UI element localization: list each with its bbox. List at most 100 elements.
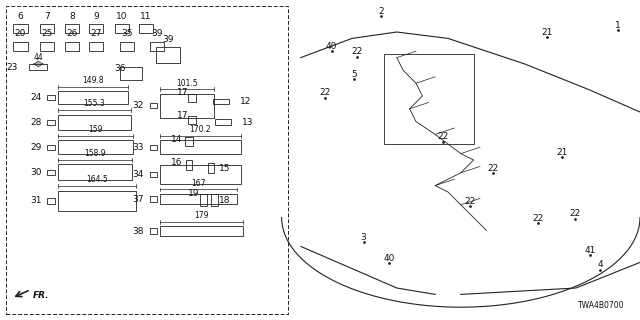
Text: 101.5: 101.5 <box>177 78 198 88</box>
Bar <box>58 140 133 154</box>
Text: 22: 22 <box>319 88 331 97</box>
Bar <box>200 194 207 206</box>
Text: 1: 1 <box>615 21 620 30</box>
Text: 19: 19 <box>188 189 200 198</box>
Text: 21: 21 <box>556 148 568 156</box>
Bar <box>150 145 157 150</box>
Bar <box>47 95 55 100</box>
Text: 5: 5 <box>351 70 356 79</box>
Bar <box>65 42 79 51</box>
Text: 22: 22 <box>437 132 449 141</box>
Text: 159: 159 <box>88 125 102 134</box>
Bar <box>89 42 103 51</box>
Bar <box>160 194 237 204</box>
Bar <box>160 165 241 184</box>
Text: 7: 7 <box>44 12 49 21</box>
Bar <box>89 24 103 33</box>
Text: 8: 8 <box>70 12 75 21</box>
Text: 24: 24 <box>30 93 42 102</box>
Text: 27: 27 <box>90 29 102 38</box>
Text: 10: 10 <box>116 12 127 21</box>
Text: 3: 3 <box>361 233 366 242</box>
Bar <box>47 145 55 150</box>
Text: 155.3: 155.3 <box>84 100 105 108</box>
Bar <box>186 160 192 170</box>
Text: 22: 22 <box>487 164 499 172</box>
Bar <box>120 67 143 80</box>
Text: 149.8: 149.8 <box>82 76 104 85</box>
Text: 34: 34 <box>132 170 144 179</box>
Bar <box>13 42 28 51</box>
Bar <box>65 24 79 33</box>
Text: 41: 41 <box>584 246 596 255</box>
Text: 167: 167 <box>191 179 205 188</box>
Bar <box>156 47 180 63</box>
Text: 170.2: 170.2 <box>189 125 211 134</box>
Bar <box>58 115 131 130</box>
Bar <box>40 42 54 51</box>
Text: 17: 17 <box>177 88 189 97</box>
Bar <box>47 170 55 175</box>
Text: 37: 37 <box>132 195 144 204</box>
Bar <box>47 198 55 204</box>
Text: 40: 40 <box>326 42 337 51</box>
Bar <box>58 91 128 104</box>
Bar <box>115 24 129 33</box>
Text: 15: 15 <box>219 164 230 172</box>
Bar <box>150 172 157 177</box>
Bar <box>211 194 218 206</box>
Text: 35: 35 <box>121 29 132 38</box>
Text: 158.9: 158.9 <box>84 149 106 158</box>
Bar <box>160 140 241 154</box>
Bar <box>40 24 54 33</box>
Text: 39: 39 <box>162 35 173 44</box>
Bar <box>29 64 47 70</box>
Text: 6: 6 <box>18 12 23 21</box>
Bar <box>58 164 132 180</box>
Text: 164.5: 164.5 <box>86 175 108 184</box>
Bar <box>120 42 134 51</box>
Text: 28: 28 <box>30 118 42 127</box>
Text: 38: 38 <box>132 227 144 236</box>
Text: 4: 4 <box>598 260 603 269</box>
Bar <box>214 119 230 125</box>
Bar <box>13 24 28 33</box>
Text: 44: 44 <box>33 53 44 62</box>
Bar <box>212 99 229 104</box>
Bar <box>47 120 55 125</box>
Text: 36: 36 <box>114 64 125 73</box>
Text: 18: 18 <box>219 196 230 204</box>
Text: 25: 25 <box>41 29 52 38</box>
Bar <box>150 196 157 202</box>
Bar <box>384 54 474 144</box>
Bar <box>139 24 153 33</box>
Text: 11: 11 <box>140 12 152 21</box>
Text: 32: 32 <box>132 101 144 110</box>
Bar <box>185 137 193 146</box>
Text: 2: 2 <box>378 7 383 16</box>
Text: 20: 20 <box>15 29 26 38</box>
Text: 23: 23 <box>6 63 18 72</box>
Text: 13: 13 <box>242 118 253 127</box>
Text: 179: 179 <box>195 211 209 220</box>
Text: FR.: FR. <box>33 291 50 300</box>
Text: 39: 39 <box>151 29 163 38</box>
Text: 22: 22 <box>569 209 580 218</box>
Text: 26: 26 <box>67 29 78 38</box>
Text: 16: 16 <box>171 158 182 167</box>
Text: TWA4B0700: TWA4B0700 <box>577 301 624 310</box>
Bar <box>188 94 196 102</box>
Text: 21: 21 <box>541 28 553 36</box>
Bar <box>150 103 157 108</box>
Text: 9: 9 <box>93 12 99 21</box>
Bar <box>150 42 164 51</box>
Bar <box>150 228 157 234</box>
Text: 12: 12 <box>240 97 252 106</box>
Text: 22: 22 <box>351 47 363 56</box>
Bar <box>58 190 136 212</box>
Text: 22: 22 <box>465 197 476 206</box>
Text: 29: 29 <box>30 143 42 152</box>
Bar <box>160 226 243 236</box>
Bar <box>188 116 196 124</box>
Text: 40: 40 <box>383 254 395 263</box>
